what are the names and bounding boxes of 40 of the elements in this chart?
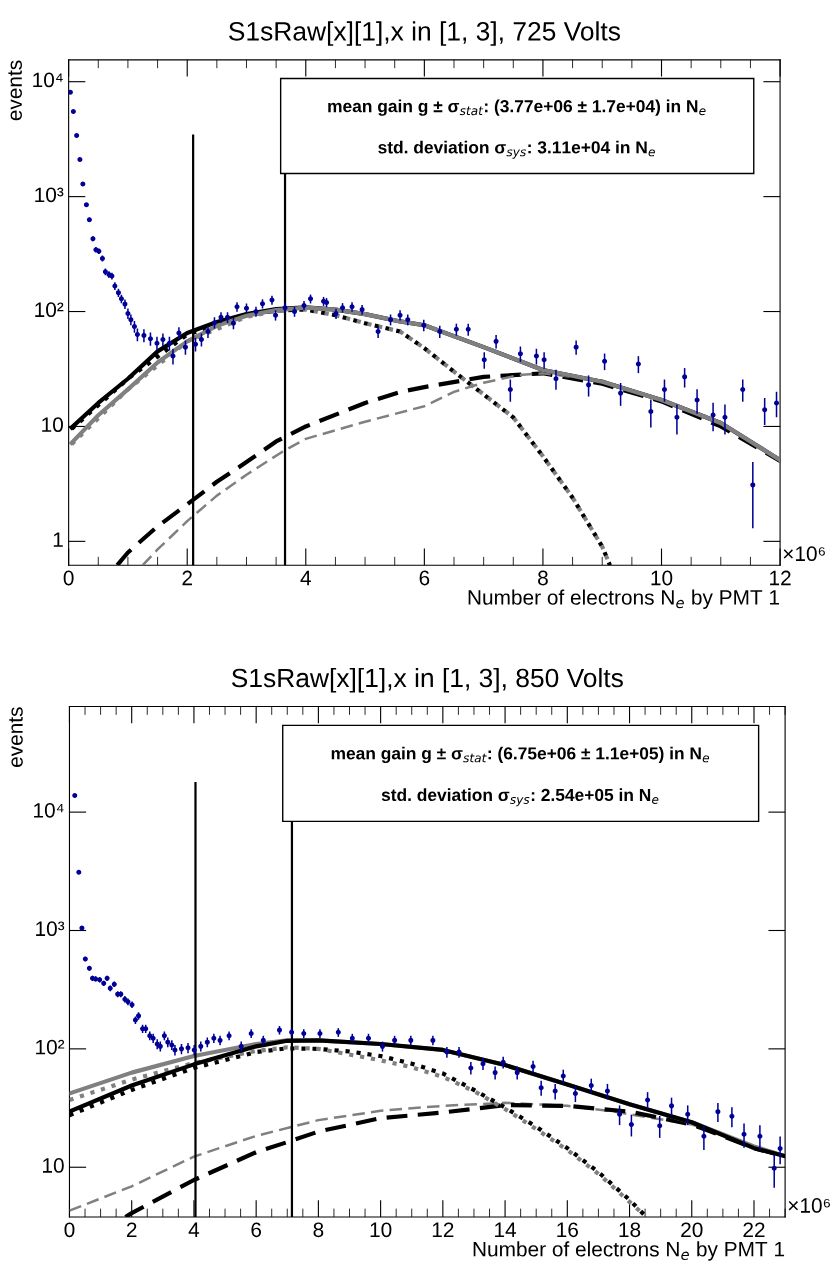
y-tick-label: 1: [53, 532, 63, 547]
x-tick-label: 10: [370, 1222, 392, 1238]
x-tick-label: 14: [495, 1222, 517, 1237]
x-axis-title: Number of electrons N$_{e}$ by PMT 1: [473, 1241, 785, 1261]
text: ×10⁶: [783, 546, 825, 562]
y-tick-label: 10: [43, 1158, 64, 1173]
x-tick-label: 6: [251, 1222, 262, 1238]
x-tick-label: 4: [188, 1222, 200, 1237]
x-axis-title: Number of electrons N$_{e}$ by PMT 1: [468, 589, 780, 609]
x-tick-label: 4: [300, 570, 311, 586]
y-tick-label: 10³: [36, 921, 65, 937]
chart-title: S1sRaw[x][1],x in [1, 3], 850 Volts: [231, 667, 623, 693]
x-tick-label: 16: [557, 1222, 578, 1238]
x-tick-label: 0: [64, 1222, 75, 1238]
x-tick-label: 18: [619, 1222, 641, 1238]
y-tick-label: 10²: [36, 1039, 65, 1055]
annotation: mean gain g ± σ$_{stat}$: (3.77e+06 ± 1.7e+04) in N$_{e}$: [328, 99, 706, 116]
annotation: std. deviation σ$_{sys}$: 2.54e+05 in N$_{e}$: [381, 788, 659, 807]
y-tick-label: 10²: [35, 302, 64, 318]
y-axis-title: events: [8, 60, 22, 121]
x-tick-label: 12: [432, 1222, 454, 1237]
y-tick-label: 10⁴: [34, 802, 64, 818]
y-tick-label: 10⁴: [33, 72, 63, 88]
chart-title: S1sRaw[x][1],x in [1, 3], 725 Volts: [229, 21, 620, 46]
text: ×10⁶: [788, 1198, 830, 1213]
x-tick-label: 2: [182, 570, 192, 586]
x-tick-label: 10: [651, 570, 673, 586]
x-tick-label: 20: [681, 1222, 703, 1238]
x-tick-label: 6: [419, 570, 430, 586]
x-tick-label: 22: [743, 1222, 765, 1237]
y-tick-label: 10: [42, 417, 63, 433]
y-axis-title: events: [9, 707, 23, 768]
y-tick-label: 10³: [35, 187, 64, 203]
x-tick-label: 8: [313, 1222, 324, 1238]
x-tick-label: 8: [538, 570, 548, 586]
x-tick-label: 12: [770, 570, 791, 586]
annotation: mean gain g ± σ$_{stat}$: (6.75e+06 ± 1.1e+05) in N$_{e}$: [331, 746, 710, 764]
annotation: std. deviation σ$_{sys}$: 3.11e+04 in N$_{e}$: [378, 140, 655, 159]
x-tick-label: 2: [126, 1222, 137, 1237]
x-tick-label: 0: [63, 570, 74, 586]
